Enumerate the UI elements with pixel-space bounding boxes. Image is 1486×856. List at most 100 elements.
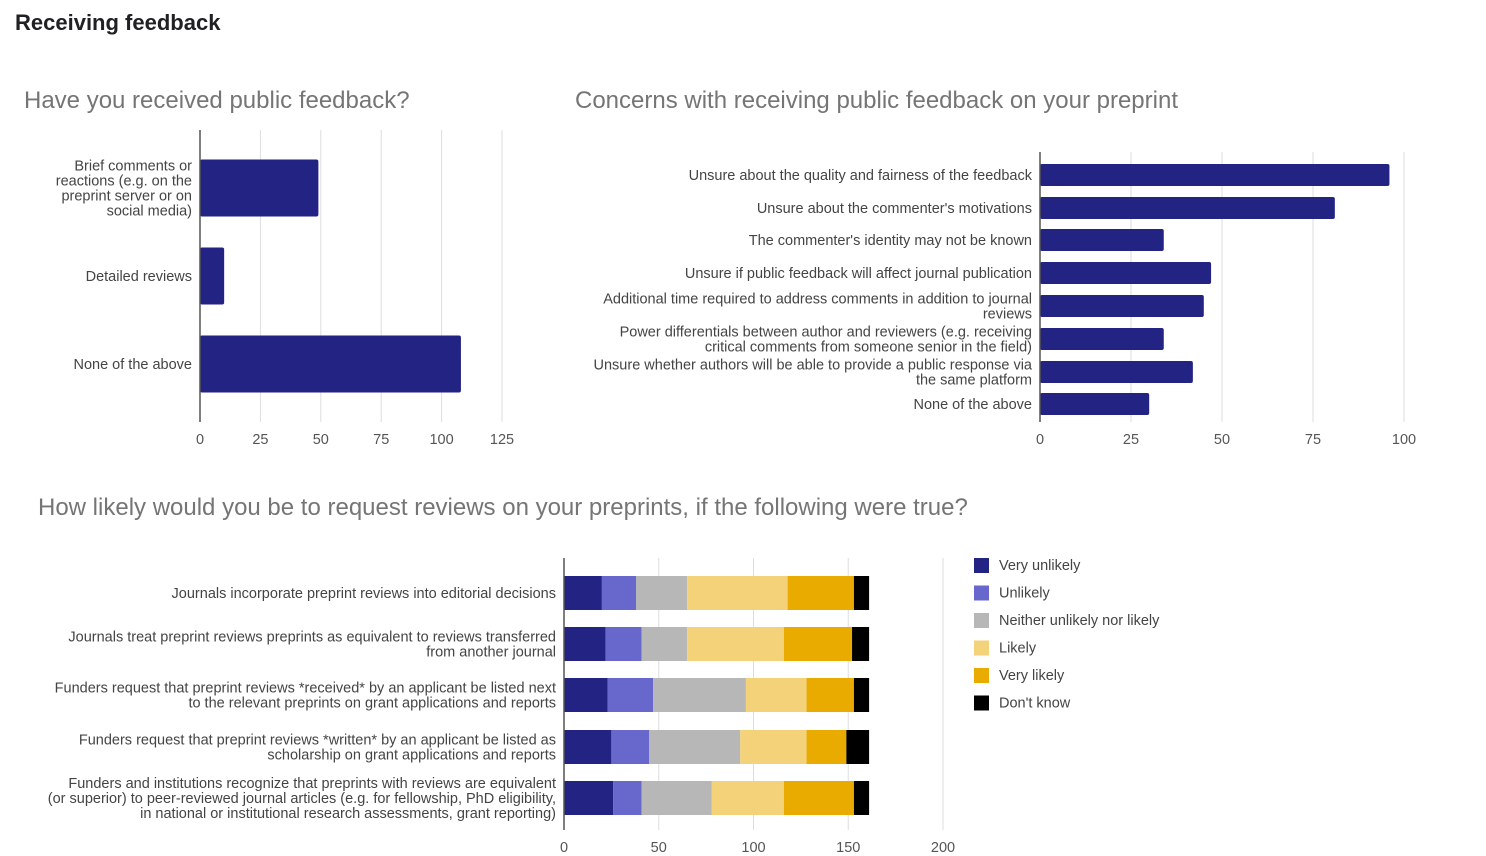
- bar-segment: [649, 730, 741, 764]
- category-label: from another journal: [426, 645, 556, 661]
- category-label: to the relevant preprints on grant appli…: [188, 696, 556, 712]
- bar-segment: [745, 678, 807, 712]
- x-tick-label: 25: [252, 432, 268, 448]
- x-tick-label: 0: [1036, 432, 1044, 448]
- category-label: None of the above: [73, 357, 192, 373]
- chart-3: How likely would you be to request revie…: [38, 494, 1160, 856]
- bar-segment: [783, 781, 854, 815]
- bar-segment: [711, 781, 784, 815]
- x-tick-label: 200: [931, 840, 955, 856]
- bar-segment: [806, 678, 854, 712]
- bar-segment: [740, 730, 807, 764]
- legend-swatch: [974, 613, 989, 628]
- category-label: None of the above: [913, 397, 1032, 413]
- bar: [1040, 164, 1390, 186]
- bar: [1040, 393, 1150, 415]
- bar-segment: [564, 781, 614, 815]
- page-title: Receiving feedback: [15, 10, 221, 35]
- legend-label: Don't know: [999, 696, 1071, 712]
- bar-segment: [607, 678, 654, 712]
- category-label: reviews: [983, 307, 1032, 323]
- bar-segment: [653, 678, 746, 712]
- bar-segment: [641, 627, 688, 661]
- bar-segment: [564, 627, 606, 661]
- legend-swatch: [974, 695, 989, 711]
- category-label: critical comments from someone senior in…: [705, 340, 1032, 356]
- legend-swatch: [974, 668, 989, 683]
- bar: [1040, 361, 1193, 383]
- category-label: Funders and institutions recognize that …: [68, 776, 556, 792]
- category-label: Unsure about the quality and fairness of…: [689, 168, 1033, 184]
- category-label: in national or institutional research as…: [140, 806, 556, 822]
- category-label: Journals treat preprint reviews preprint…: [68, 630, 556, 646]
- bar: [200, 335, 461, 393]
- category-label: the same platform: [916, 373, 1032, 389]
- legend-label: Very likely: [999, 668, 1065, 684]
- x-tick-label: 75: [373, 432, 389, 448]
- x-tick-label: 25: [1123, 432, 1139, 448]
- bar-segment: [605, 627, 642, 661]
- bar-segment: [853, 781, 870, 815]
- bar: [200, 159, 319, 217]
- bar-segment: [806, 730, 847, 764]
- bar-segment: [564, 730, 612, 764]
- bar-segment: [852, 627, 870, 661]
- category-label: Unsure about the commenter's motivations: [757, 201, 1032, 217]
- bar: [1040, 295, 1204, 317]
- category-label: preprint server or on: [61, 189, 192, 205]
- bar-segment: [636, 576, 688, 610]
- category-label: Unsure if public feedback will affect jo…: [685, 266, 1032, 282]
- bar-segment: [853, 678, 870, 712]
- bar-segment: [601, 576, 637, 610]
- chart-1: Have you received public feedback? 0 25 50 7…: [24, 87, 514, 448]
- x-tick-label: 50: [1214, 432, 1230, 448]
- legend-label: Unlikely: [999, 586, 1051, 602]
- category-label: (or superior) to peer-reviewed journal a…: [48, 791, 556, 807]
- bar: [1040, 197, 1335, 219]
- legend-label: Neither unlikely nor likely: [999, 613, 1160, 629]
- bar: [200, 247, 225, 305]
- chart-title: Concerns with receiving public feedback …: [575, 87, 1178, 114]
- x-tick-label: 0: [560, 840, 568, 856]
- category-label: Journals incorporate preprint reviews in…: [172, 586, 556, 602]
- bar-segment: [853, 576, 870, 610]
- category-label: Unsure whether authors will be able to p…: [594, 358, 1033, 374]
- legend-swatch: [974, 585, 989, 601]
- bar-segment: [564, 678, 608, 712]
- category-label: scholarship on grant applications and re…: [267, 748, 556, 764]
- bar-segment: [641, 781, 712, 815]
- category-label: The commenter's identity may not be know…: [749, 233, 1032, 249]
- x-tick-label: 100: [429, 432, 453, 448]
- category-label: Funders request that preprint reviews *w…: [79, 733, 556, 749]
- x-tick-label: 150: [836, 840, 860, 856]
- legend-swatch: [974, 558, 989, 573]
- category-label: Detailed reviews: [86, 269, 192, 285]
- bar-segment: [687, 576, 788, 610]
- x-tick-label: 0: [196, 432, 204, 448]
- bar-segment: [611, 730, 650, 764]
- legend-swatch: [974, 640, 989, 656]
- bar-segment: [783, 627, 853, 661]
- bar: [1040, 328, 1164, 350]
- bar-segment: [613, 781, 642, 815]
- category-label: Brief comments or: [74, 159, 192, 175]
- chart-title: Have you received public feedback?: [24, 87, 410, 114]
- x-tick-label: 50: [651, 840, 667, 856]
- category-label: Funders request that preprint reviews *r…: [55, 681, 556, 697]
- category-label: Additional time required to address comm…: [603, 292, 1032, 308]
- x-tick-label: 100: [741, 840, 765, 856]
- bar-segment: [687, 627, 784, 661]
- legend-label: Very unlikely: [999, 558, 1081, 574]
- legend-label: Likely: [999, 641, 1037, 657]
- bar: [1040, 262, 1212, 284]
- x-tick-label: 50: [313, 432, 329, 448]
- category-label: Power differentials between author and r…: [620, 325, 1032, 341]
- legend: Very unlikely Unlikely Neither unlikely no…: [974, 558, 1160, 712]
- chart-title: How likely would you be to request revie…: [38, 494, 968, 521]
- bar: [1040, 229, 1164, 251]
- x-tick-label: 75: [1305, 432, 1321, 448]
- bar-segment: [787, 576, 854, 610]
- bar-segment: [564, 576, 602, 610]
- x-tick-label: 100: [1392, 432, 1416, 448]
